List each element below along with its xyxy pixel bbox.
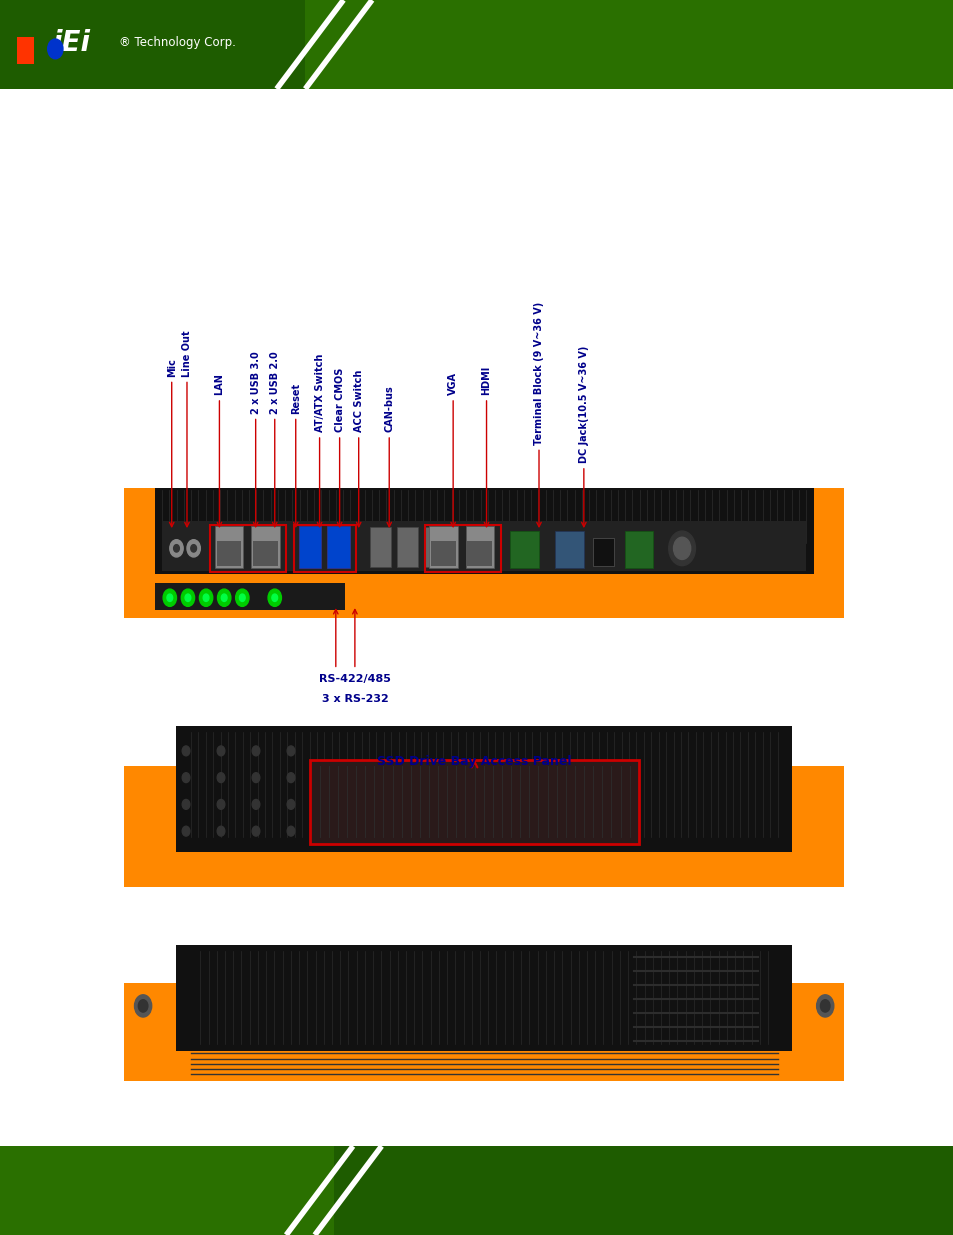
Bar <box>124 571 843 618</box>
Bar <box>0 0 953 89</box>
Bar <box>423 527 444 567</box>
Text: HDMI: HDMI <box>481 366 491 526</box>
Bar <box>327 526 350 568</box>
Bar <box>298 526 321 568</box>
Bar <box>396 527 417 567</box>
Bar <box>124 983 176 1081</box>
Circle shape <box>268 589 281 606</box>
Bar <box>253 541 277 566</box>
Bar <box>162 521 805 571</box>
Circle shape <box>217 773 225 783</box>
Bar <box>0 0 305 89</box>
Text: ACC Switch: ACC Switch <box>354 369 363 526</box>
Circle shape <box>287 773 294 783</box>
Circle shape <box>134 995 152 1018</box>
Bar <box>154 488 813 574</box>
Circle shape <box>239 594 245 601</box>
Text: LAN: LAN <box>214 373 224 526</box>
Text: VGA: VGA <box>448 372 457 526</box>
Bar <box>216 541 241 566</box>
Bar <box>467 541 492 566</box>
Text: Terminal Block (9 V~36 V): Terminal Block (9 V~36 V) <box>534 301 543 526</box>
Circle shape <box>191 545 196 552</box>
Text: Mic: Mic <box>167 358 176 526</box>
Bar <box>593 538 614 566</box>
Bar <box>370 527 391 567</box>
Circle shape <box>252 773 259 783</box>
Bar <box>176 945 791 1051</box>
Text: ® Technology Corp.: ® Technology Corp. <box>119 36 236 49</box>
Circle shape <box>217 746 225 756</box>
Circle shape <box>181 589 194 606</box>
Bar <box>624 531 653 568</box>
Circle shape <box>173 545 179 552</box>
Bar <box>124 766 176 887</box>
Bar <box>124 847 843 887</box>
Circle shape <box>217 799 225 809</box>
Circle shape <box>187 540 200 557</box>
Circle shape <box>287 799 294 809</box>
Circle shape <box>217 589 231 606</box>
Circle shape <box>287 826 294 836</box>
Bar <box>124 488 154 618</box>
Circle shape <box>170 540 183 557</box>
Circle shape <box>203 594 209 601</box>
Circle shape <box>820 1000 829 1013</box>
Bar <box>510 531 538 568</box>
Circle shape <box>182 773 190 783</box>
Circle shape <box>138 1000 148 1013</box>
Bar <box>343 0 953 89</box>
Circle shape <box>199 589 213 606</box>
Text: iEi: iEi <box>52 28 91 57</box>
Text: SSD Drive Bay Access Panel: SSD Drive Bay Access Panel <box>377 755 571 768</box>
Text: DC Jack(10.5 V~36 V): DC Jack(10.5 V~36 V) <box>578 346 588 526</box>
Bar <box>17 37 34 64</box>
Circle shape <box>163 589 176 606</box>
Circle shape <box>167 594 172 601</box>
Circle shape <box>816 995 833 1018</box>
Text: Reset: Reset <box>291 383 300 526</box>
Circle shape <box>252 826 259 836</box>
Circle shape <box>217 826 225 836</box>
Circle shape <box>182 746 190 756</box>
Text: RS-422/485: RS-422/485 <box>318 674 391 684</box>
Circle shape <box>673 537 690 559</box>
Circle shape <box>668 531 695 566</box>
Circle shape <box>252 799 259 809</box>
Bar <box>791 766 843 887</box>
Text: CAN-bus: CAN-bus <box>384 385 394 526</box>
Text: Line Out: Line Out <box>182 330 192 526</box>
Bar <box>294 525 355 572</box>
Bar <box>424 525 500 572</box>
Bar <box>214 526 243 568</box>
Circle shape <box>182 799 190 809</box>
Text: 2 x USB 2.0: 2 x USB 2.0 <box>270 351 279 526</box>
Bar <box>310 760 639 844</box>
Circle shape <box>185 594 191 601</box>
Text: AT/ATX Switch: AT/ATX Switch <box>314 354 324 526</box>
Bar <box>210 525 286 572</box>
Bar <box>555 531 583 568</box>
Circle shape <box>235 589 249 606</box>
Bar <box>124 1046 843 1081</box>
Circle shape <box>252 746 259 756</box>
Bar <box>251 526 279 568</box>
Bar <box>431 541 456 566</box>
Bar <box>154 583 345 610</box>
Bar <box>465 526 494 568</box>
Circle shape <box>182 826 190 836</box>
Text: 3 x RS-232: 3 x RS-232 <box>321 694 388 704</box>
Circle shape <box>221 594 227 601</box>
Text: 2 x USB 3.0: 2 x USB 3.0 <box>251 351 260 526</box>
Bar <box>176 726 791 852</box>
Bar <box>334 1146 953 1235</box>
Circle shape <box>287 746 294 756</box>
Bar <box>813 488 843 618</box>
Circle shape <box>48 40 63 59</box>
Text: Clear CMOS: Clear CMOS <box>335 368 344 526</box>
Bar <box>0 1146 953 1235</box>
Bar <box>429 526 457 568</box>
Circle shape <box>272 594 277 601</box>
Bar <box>791 983 843 1081</box>
